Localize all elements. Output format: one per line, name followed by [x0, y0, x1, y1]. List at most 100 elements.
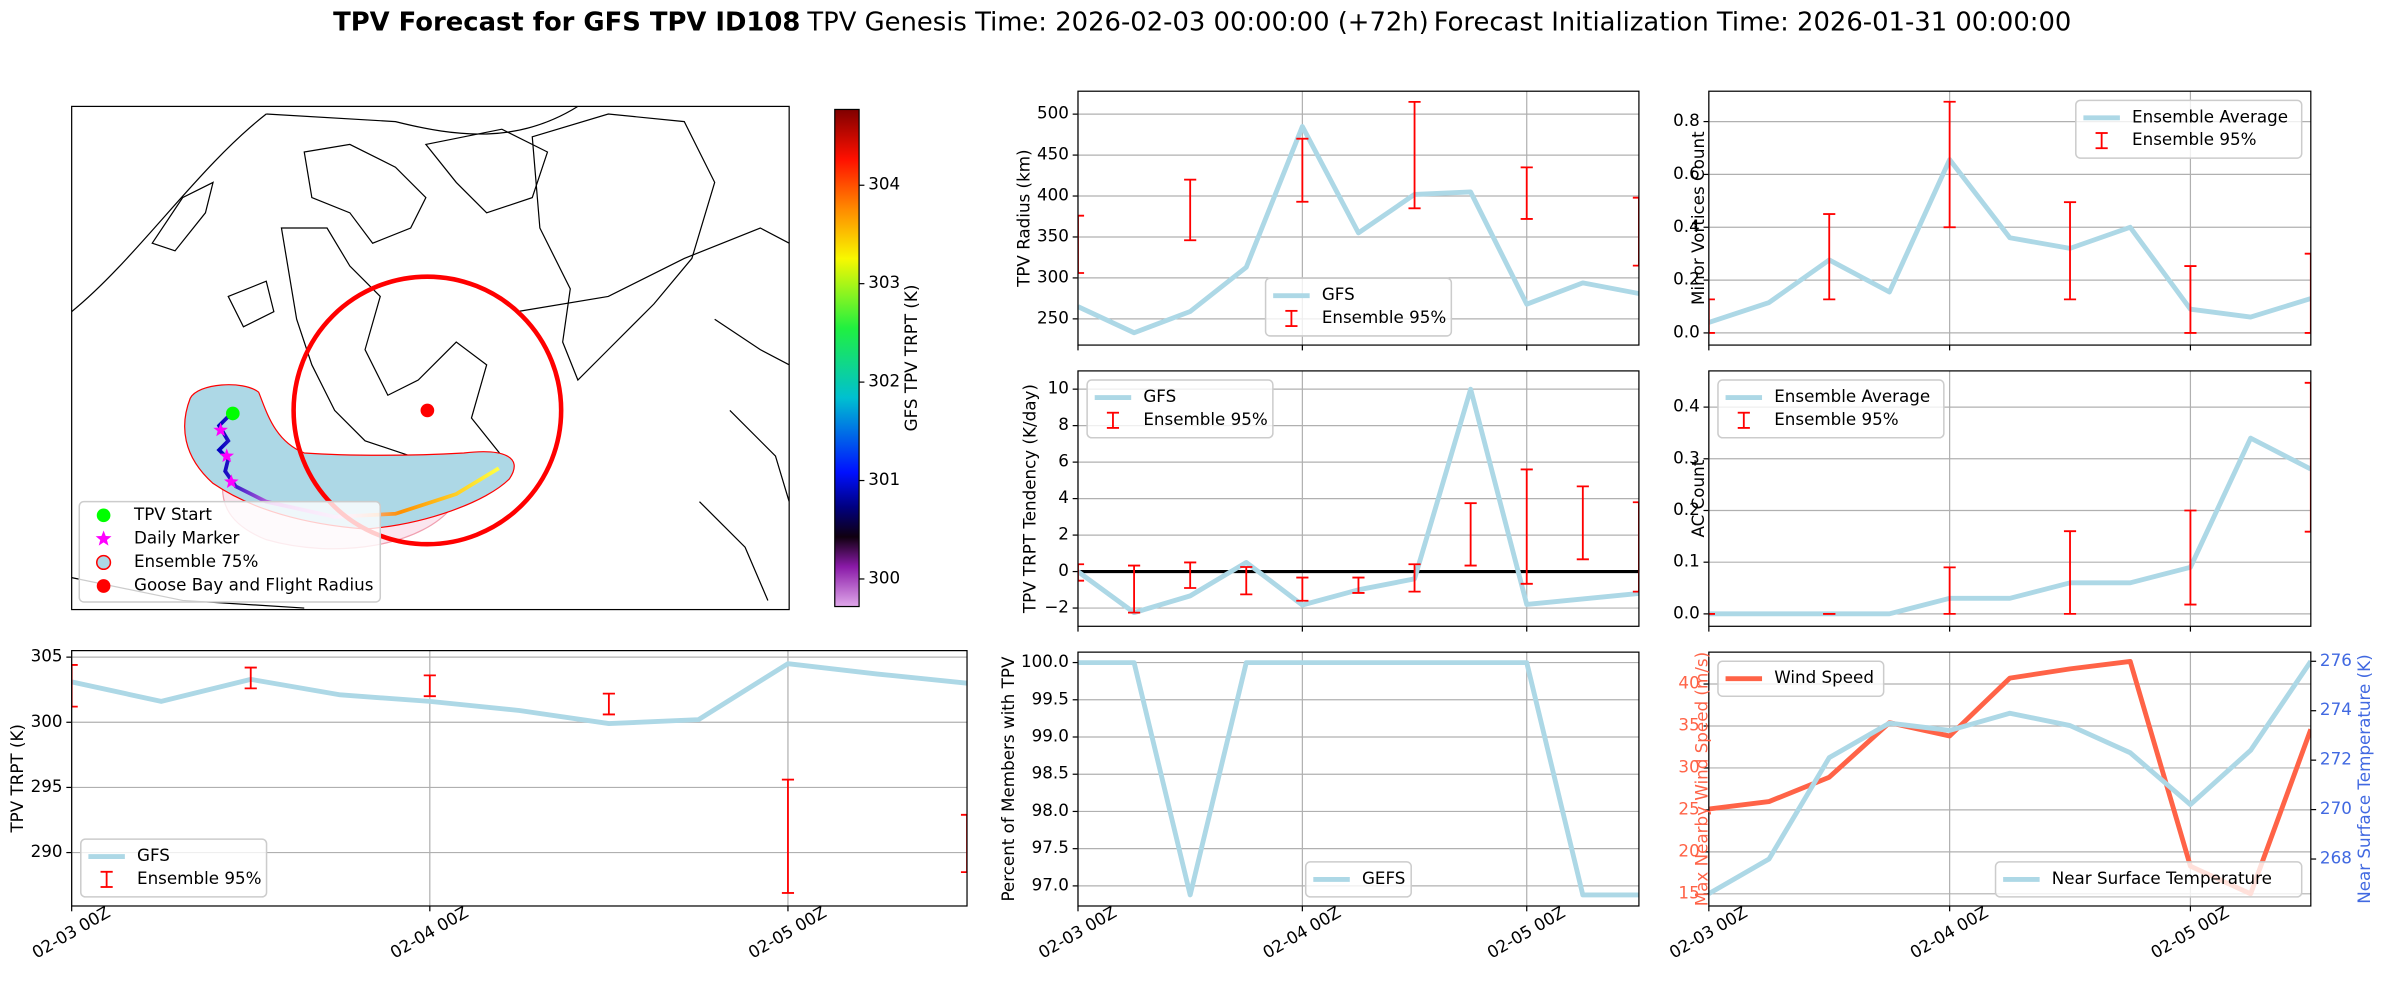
- colorbar-tick-label: 302: [868, 371, 900, 391]
- y-tick-label: 0.0: [1673, 321, 1700, 341]
- x-tick-label: 02-04 00Z: [1259, 902, 1344, 963]
- y-tick-label: 0.8: [1673, 110, 1700, 130]
- legend-label: Ensemble 95%: [1143, 409, 1267, 429]
- y-tick-label: 0.0: [1673, 602, 1700, 622]
- error-bar: [1077, 214, 1085, 274]
- axes-frame: [1077, 90, 1640, 346]
- legend-label: TPV Start: [133, 504, 212, 524]
- y-tick-label: 0.3: [1673, 447, 1700, 467]
- error-bar: [1520, 468, 1533, 585]
- tpv-start: [225, 406, 240, 421]
- y-axis-label: TPV TRPT (K): [7, 724, 27, 834]
- y-tick-label: 300: [31, 711, 63, 731]
- line: [1077, 124, 1639, 336]
- y-tick-label: 0: [1058, 560, 1069, 580]
- x-tick-label: 02-03 00Z: [1035, 902, 1120, 963]
- line: [1708, 157, 2311, 325]
- y-tick-label: 290: [31, 841, 63, 861]
- y-tick-label: 400: [1037, 185, 1069, 205]
- x-tick-label: 02-04 00Z: [1906, 902, 1991, 963]
- error-bar: [71, 664, 78, 708]
- y-tick-label: 305: [31, 646, 63, 666]
- y-tick-label: 0.2: [1673, 499, 1700, 519]
- colorbar: [834, 108, 860, 608]
- y-tick-label: 2: [1058, 524, 1069, 544]
- y-tick-label: 0.4: [1673, 216, 1700, 236]
- y-tick-label: 100.0: [1021, 651, 1069, 671]
- error-bar: [1464, 502, 1477, 567]
- error-bar: [423, 674, 436, 698]
- map-frame: [71, 105, 790, 611]
- legend-label: Near Surface Temperature: [2052, 868, 2272, 888]
- legend-label: GFS: [1143, 386, 1176, 406]
- y-tick-label: 250: [1037, 307, 1069, 327]
- axes-frame: [1077, 651, 1640, 907]
- error-bar: [1943, 100, 1956, 229]
- error-bar: [1632, 196, 1639, 267]
- y2-tick-label: 270: [2320, 798, 2352, 818]
- legend-box: [1086, 379, 1274, 439]
- error-bar: [2063, 201, 2077, 301]
- legend-box: [80, 838, 268, 898]
- y-tick-label: 0.6: [1673, 163, 1700, 183]
- error-bar: [960, 813, 968, 874]
- x-tick-label: 02-05 00Z: [745, 902, 830, 963]
- y-tick-label: 97.0: [1032, 874, 1069, 894]
- y-tick-label: 450: [1037, 144, 1069, 164]
- error-bar: [602, 692, 615, 716]
- y-axis-label: Percent of Members with TPV: [998, 656, 1018, 902]
- error-bar: [2184, 265, 2197, 334]
- x-tick-label: 02-05 00Z: [1483, 902, 1568, 963]
- legend-label: GEFS: [1362, 868, 1405, 888]
- y-tick-label: 10: [1048, 378, 1069, 398]
- legend-label: Ensemble Average: [1774, 386, 1930, 406]
- legend-box: [1717, 379, 1945, 439]
- x-tick-label: 02-04 00Z: [387, 902, 472, 963]
- y-tick-label: 0.2: [1673, 269, 1700, 289]
- legend-box: [2075, 99, 2303, 159]
- line: [1708, 435, 2311, 617]
- y-tick-label: 30: [1678, 756, 1699, 776]
- y-tick-label: 295: [31, 776, 63, 796]
- daily-marker: [213, 422, 228, 437]
- error-bar: [1632, 501, 1639, 593]
- legend-glyph: [1106, 411, 1120, 429]
- y-tick-label: 0.4: [1673, 396, 1700, 416]
- y-tick-label: 97.5: [1032, 837, 1069, 857]
- legend-marker: [96, 579, 111, 593]
- y2-tick-label: 274: [2320, 699, 2352, 719]
- legend-label: GFS: [1322, 284, 1355, 304]
- error-bar: [2304, 252, 2311, 334]
- error-bar: [2063, 530, 2077, 615]
- suptitle-main: TPV Forecast for GFS TPV ID108: [333, 7, 800, 37]
- error-bar: [1184, 178, 1197, 242]
- daily-marker: [223, 474, 239, 488]
- y-tick-label: 500: [1037, 103, 1069, 123]
- legend-marker: [95, 530, 112, 546]
- error-bar: [1352, 576, 1365, 594]
- y-tick-label: 99.5: [1032, 688, 1069, 708]
- legend-box: [1304, 861, 1412, 898]
- y2-axis-label: Near Surface Temperature (K): [2354, 654, 2374, 903]
- error-bar: [1296, 137, 1309, 203]
- legend-glyph: [1737, 411, 1750, 429]
- colorbar-tick-label: 301: [868, 469, 900, 489]
- y2-tick-label: 268: [2320, 848, 2352, 868]
- legend-box: [1717, 660, 1885, 697]
- legend-label: GFS: [137, 845, 170, 865]
- y2-tick-label: 276: [2320, 650, 2352, 670]
- legend-label: Ensemble 95%: [1774, 409, 1898, 429]
- x-tick-label: 02-05 00Z: [2147, 902, 2232, 963]
- error-bar: [781, 778, 795, 894]
- legend-glyph: [2095, 132, 2108, 150]
- error-bar: [1077, 563, 1085, 582]
- x-tick-label: 02-03 00Z: [28, 902, 113, 963]
- y-tick-label: 8: [1058, 414, 1069, 434]
- y-tick-label: 98.5: [1032, 763, 1069, 783]
- line: [1708, 659, 2311, 896]
- y-axis-label: Minor Vortices Count: [1688, 131, 1708, 305]
- colorbar-tick-label: 300: [868, 567, 900, 587]
- axes-frame: [1708, 651, 2312, 907]
- axes-frame: [1708, 370, 2312, 627]
